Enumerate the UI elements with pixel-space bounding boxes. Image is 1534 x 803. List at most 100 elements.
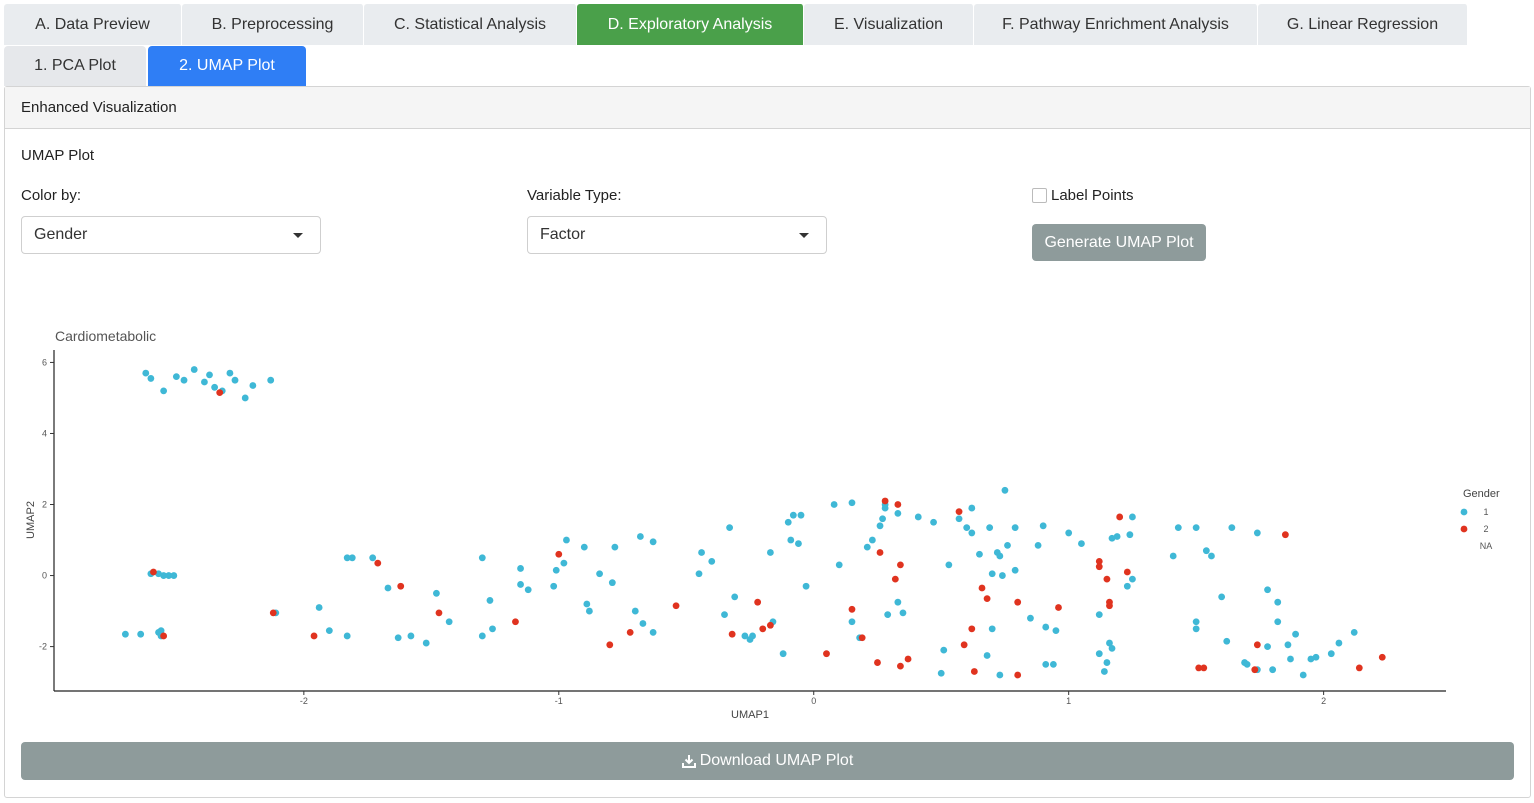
data-point-series-1 [165,572,173,579]
tab-d-exploratory-analysis[interactable]: D. Exploratory Analysis [577,4,804,45]
data-point-series-1 [779,650,787,658]
y-tick-label: 6 [42,357,47,367]
tab-g-linear-regression[interactable]: G. Linear Regression [1258,4,1468,45]
data-point-series-1 [1042,660,1050,668]
variable-type-select[interactable]: Factor [527,216,827,254]
data-point-series-2 [435,609,443,617]
download-label: Download UMAP Plot [699,752,854,769]
data-point-series-2 [1251,666,1259,674]
data-point-series-1 [1335,639,1343,647]
data-point-series-1 [478,554,486,562]
download-umap-button[interactable]: Download UMAP Plot [21,742,1514,780]
data-point-series-1 [1126,531,1134,539]
data-point-series-1 [945,561,953,569]
data-point-series-2 [269,609,277,617]
data-point-series-2 [1200,664,1208,672]
data-point-series-1 [955,515,963,523]
data-point-series-1 [1034,541,1042,549]
data-point-series-1 [1292,630,1299,638]
chart-title: Cardiometabolic [55,328,156,344]
legend-swatch [1460,525,1468,533]
data-point-series-2 [968,625,976,633]
data-point-series-1 [1284,641,1292,649]
data-point-series-1 [1269,666,1277,674]
download-icon [681,755,696,768]
data-point-series-2 [1355,664,1363,672]
data-point-series-1 [863,543,871,551]
color-by-select[interactable]: Gender [21,216,321,254]
data-point-series-1 [795,540,802,547]
data-point-series-1 [698,549,705,556]
tab-b-preprocessing[interactable]: B. Preprocessing [182,4,364,45]
data-point-series-1 [407,632,415,640]
chevron-down-icon [293,233,303,238]
tab-f-pathway-enrichment-analysis[interactable]: F. Pathway Enrichment Analysis [974,4,1258,45]
data-point-series-1 [914,513,922,521]
legend: Gender 1 2 NA [1460,488,1500,551]
x-tick-label: 0 [811,696,816,706]
data-point-series-1 [830,501,838,508]
data-point-series-1 [741,632,749,640]
data-point-series-1 [552,566,560,574]
data-point-series-1 [1049,660,1057,668]
data-point-series-1 [1264,643,1271,650]
chevron-down-icon [799,233,809,238]
tab-a-data-preview[interactable]: A. Data Preview [4,4,182,45]
data-point-series-2 [1281,531,1289,539]
tab-e-visualization[interactable]: E. Visualization [804,4,974,45]
data-point-series-1 [190,366,198,373]
data-point-series-1 [142,369,150,377]
data-point-series-1 [963,524,971,532]
data-point-series-1 [708,557,716,565]
data-point-series-1 [517,581,524,588]
data-point-series-1 [201,378,208,386]
data-point-series-1 [1108,644,1116,652]
data-point-series-1 [1113,533,1121,540]
umap-plot: Cardiometabolic UMAP1 UMAP2 -2 -1 0 1 2 -2 0 2 4… [20,320,1514,730]
data-point-series-1 [1192,618,1200,626]
data-point-series-1 [1253,529,1261,537]
data-point-series-2 [512,618,519,626]
data-point-series-1 [267,376,275,384]
data-point-series-2 [1116,513,1124,521]
data-point-series-1 [848,618,856,626]
data-point-series-1 [1078,540,1085,547]
data-point-series-1 [636,533,644,540]
data-point-series-1 [445,618,453,626]
label-points-checkbox[interactable]: Label Points [1032,187,1134,204]
data-point-series-2 [1055,604,1062,611]
data-point-series-2 [160,632,168,640]
data-point-series-1 [884,611,892,619]
data-point-series-1 [147,375,155,382]
data-point-series-2 [894,501,902,508]
subtab-1-pca-plot[interactable]: 1. PCA Plot [4,46,146,86]
data-point-series-1 [1004,541,1011,549]
data-point-series-1 [1202,547,1210,555]
data-point-series-1 [315,604,323,611]
y-tick-label: 4 [42,428,47,438]
x-tick-label: -2 [300,696,308,706]
data-point-series-2 [216,389,224,397]
data-point-series-1 [1042,623,1050,631]
tab-c-statistical-analysis[interactable]: C. Statistical Analysis [364,4,577,45]
data-point-series-1 [1192,524,1200,532]
data-point-series-1 [489,625,496,633]
data-point-series-1 [1129,575,1136,583]
data-point-series-1 [583,600,591,608]
data-point-series-1 [249,382,257,389]
data-point-series-1 [899,609,907,617]
data-point-series-1 [596,570,603,578]
checkbox-box[interactable] [1032,188,1047,203]
label-points-label: Label Points [1051,187,1134,204]
data-point-series-1 [930,518,937,526]
data-point-series-1 [1174,524,1182,532]
data-point-series-1 [968,504,976,512]
data-point-series-1 [170,572,178,579]
generate-umap-button[interactable]: Generate UMAP Plot [1032,224,1206,261]
data-point-series-1 [1299,671,1307,679]
subtab-2-umap-plot[interactable]: 2. UMAP Plot [148,46,306,86]
data-point-series-1 [868,536,876,544]
x-tick-label: 1 [1066,696,1071,706]
data-point-series-1 [639,620,647,627]
data-point-series-1 [894,509,902,517]
